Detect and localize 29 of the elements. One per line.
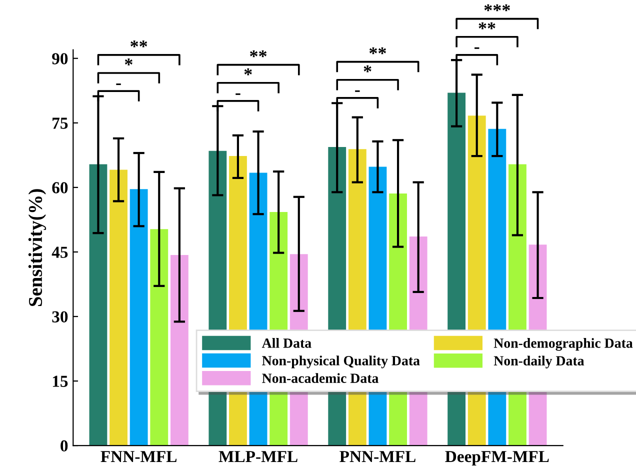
annotation: *: [364, 65, 372, 72]
y-tick-label: 60: [52, 182, 68, 194]
x-tick-label: FNN-MFL: [100, 451, 177, 462]
x-tick-label: PNN-MFL: [340, 451, 416, 462]
y-tick-label: 30: [52, 311, 68, 322]
legend-label: All Data: [262, 338, 312, 348]
y-tick-label: 45: [52, 246, 68, 258]
legend-label: Non-daily Data: [494, 356, 584, 368]
y-tick-label: 75: [52, 118, 68, 129]
y-tick-label: 0: [60, 440, 68, 452]
x-tick-label: DeepFM-MFL: [445, 451, 549, 466]
annotation: **: [369, 47, 386, 54]
y-tick-label: 90: [52, 53, 68, 64]
y-axis-title: Sensitivity(%): [28, 189, 46, 306]
text: **: [478, 22, 496, 30]
text: **: [130, 40, 148, 48]
text: ***: [484, 4, 510, 12]
annotation: -: [236, 93, 240, 95]
annotation: -: [355, 90, 360, 92]
legend-label: Non-physical Quality Data: [262, 356, 420, 368]
annotation: *: [124, 58, 132, 66]
x-tick-label: MLP-MFL: [218, 451, 298, 462]
text: -: [474, 47, 480, 49]
annotation: **: [250, 50, 267, 58]
y-tick-label: 15: [52, 376, 68, 387]
legend-label: Non-demographic Data: [494, 338, 633, 351]
annotation: -: [116, 84, 121, 86]
legend-label: Non-academic Data: [262, 373, 378, 383]
annotation: *: [244, 68, 252, 76]
